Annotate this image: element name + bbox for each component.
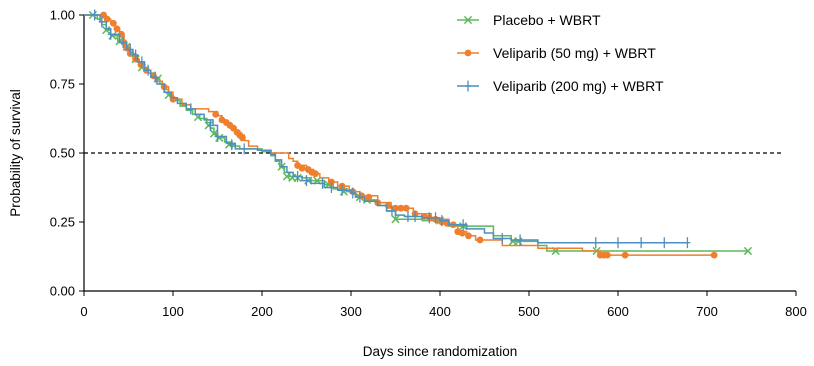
legend-item: Veliparib (200 mg) + WBRT: [457, 78, 664, 94]
legend-item: Veliparib (50 mg) + WBRT: [457, 45, 656, 61]
legend-label: Veliparib (200 mg) + WBRT: [493, 78, 664, 94]
censor-mark: [476, 236, 484, 244]
censor-mark: [214, 130, 221, 142]
censor-mark: [432, 212, 439, 224]
x-ticks: 0 100 200 300 400 500 600 700 800: [80, 291, 807, 319]
censor-mark: [339, 184, 346, 196]
censor-mark: [113, 25, 121, 33]
censor-mark: [145, 64, 152, 76]
censor-mark: [239, 134, 246, 142]
censor-mark: [298, 164, 306, 172]
censor-mark: [465, 232, 472, 240]
x-tick-label: 600: [607, 304, 629, 319]
legend-marker: [465, 80, 471, 92]
censor-mark: [98, 16, 105, 28]
censor-mark: [132, 49, 139, 61]
censor-mark: [365, 193, 373, 201]
censor-mark: [743, 246, 753, 256]
y-tick-label: 0.00: [50, 284, 75, 299]
censor-mark: [592, 237, 599, 249]
x-tick-label: 400: [429, 304, 451, 319]
censor-mark: [228, 139, 235, 151]
legend-marker: [463, 15, 473, 25]
censor-mark: [710, 251, 718, 259]
censor-mark: [107, 28, 114, 40]
series-3: [84, 9, 691, 249]
legend-item: Placebo + WBRT: [457, 12, 601, 28]
legend-label: Veliparib (50 mg) + WBRT: [493, 45, 656, 61]
censor-mark: [294, 170, 301, 182]
censor-mark: [349, 187, 356, 199]
y-axis-title: Probability of survival: [8, 89, 23, 217]
legend: Placebo + WBRT Veliparib (50 mg) + WBRT Ve…: [457, 12, 664, 94]
series-layer: [84, 9, 753, 259]
censor-mark: [621, 251, 629, 259]
censor-mark: [109, 19, 117, 27]
censor-mark: [638, 237, 645, 249]
censor-mark: [404, 210, 411, 222]
censor-mark: [91, 9, 98, 21]
censor-mark: [412, 210, 419, 222]
censor-mark: [319, 177, 326, 189]
censor-mark: [458, 229, 466, 237]
x-tick-label: 700: [696, 304, 718, 319]
x-tick-label: 800: [785, 304, 807, 319]
censor-mark: [426, 212, 433, 224]
censor-mark: [661, 237, 668, 249]
x-axis-title: Days since randomization: [363, 344, 518, 359]
censor-mark: [152, 71, 159, 83]
x-tick-label: 300: [340, 304, 362, 319]
y-ticks: 0.00 0.25 0.50 0.75 1.00: [50, 8, 84, 299]
axes: 0 100 200 300 400 500 600 700 800 0.000.250.500.…: [50, 8, 807, 320]
x-tick-label: 500: [518, 304, 540, 319]
y-tick-label: 0.50: [50, 146, 75, 161]
censor-mark: [603, 251, 611, 259]
y-tick-label: 1.00: [50, 8, 75, 23]
x-tick-label: 100: [162, 304, 184, 319]
censor-mark: [137, 61, 145, 69]
censor-mark: [127, 44, 134, 55]
censor-mark: [207, 119, 214, 131]
censor-mark: [499, 233, 506, 245]
legend-marker: [464, 49, 472, 57]
censor-mark: [684, 237, 691, 249]
x-tick-label: 200: [251, 304, 273, 319]
censor-mark: [120, 37, 127, 49]
legend-label: Placebo + WBRT: [493, 12, 601, 28]
censor-mark: [388, 205, 395, 217]
censor-mark: [517, 234, 524, 246]
censor-mark: [328, 182, 335, 193]
x-tick-label: 0: [80, 304, 87, 319]
censor-mark: [438, 215, 445, 227]
y-tick-label: 0.25: [50, 215, 75, 230]
censor-mark: [312, 170, 319, 178]
censor-mark: [187, 103, 194, 115]
censor-mark: [615, 237, 621, 249]
censor-mark: [397, 204, 405, 212]
censor-mark: [392, 204, 399, 212]
censor-mark: [103, 15, 111, 23]
censor-mark: [460, 219, 467, 231]
censor-mark: [303, 175, 310, 187]
censor-mark: [241, 143, 248, 155]
censor-mark: [402, 204, 410, 212]
censor-mark: [328, 178, 335, 186]
censor-mark: [391, 215, 400, 224]
censor-mark: [356, 191, 363, 203]
censor-mark: [212, 110, 220, 118]
y-tick-label: 0.75: [50, 77, 75, 92]
censor-mark: [138, 56, 145, 68]
series-2: [84, 11, 718, 259]
